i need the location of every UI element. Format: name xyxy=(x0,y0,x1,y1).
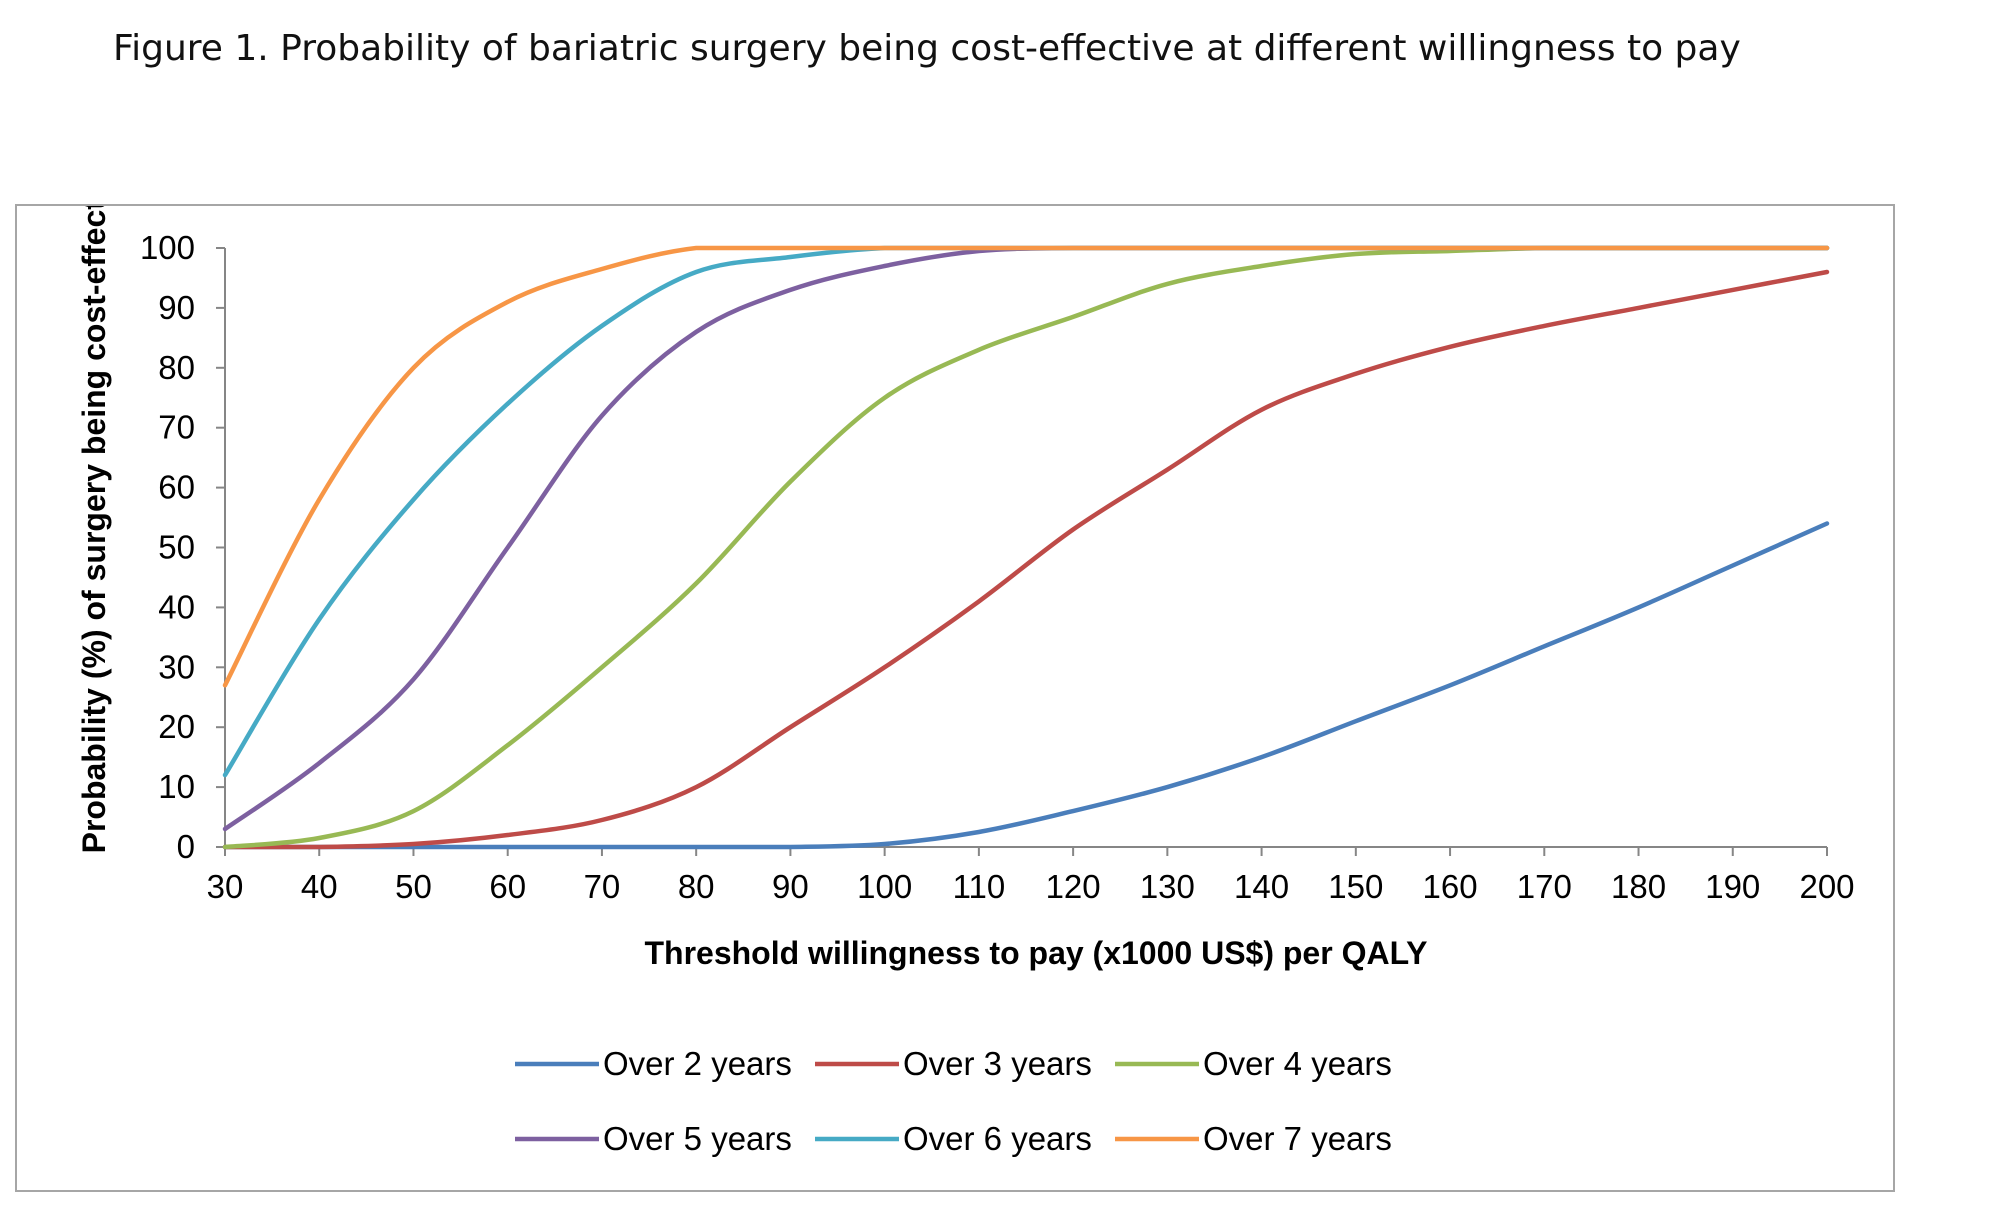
legend-label: Over 7 years xyxy=(1203,1120,1392,1157)
y-axis-title: Probability (%) of surgery being cost-ef… xyxy=(76,206,112,853)
y-axis-ticks: 0 10 20 30 40 50 60 70 80 90 100 xyxy=(140,229,225,865)
y-tick-label: 10 xyxy=(158,768,195,805)
y-tick-label: 50 xyxy=(158,529,195,566)
legend-item-over-7-years: Over 7 years xyxy=(1115,1120,1392,1157)
x-tick-label: 160 xyxy=(1423,868,1478,905)
figure-title: Figure 1. Probability of bariatric surge… xyxy=(113,28,1741,69)
y-tick-label: 40 xyxy=(158,588,195,625)
x-tick-label: 80 xyxy=(678,868,715,905)
y-tick-label: 60 xyxy=(158,469,195,506)
legend-item-over-3-years: Over 3 years xyxy=(815,1045,1092,1082)
plot-area xyxy=(224,248,1827,848)
legend-label: Over 6 years xyxy=(903,1120,1092,1157)
x-tick-label: 150 xyxy=(1328,868,1383,905)
y-tick-label: 20 xyxy=(158,708,195,745)
x-axis-title: Threshold willingness to pay (x1000 US$)… xyxy=(644,935,1427,971)
series-line-over-4-years xyxy=(222,245,1830,850)
x-tick-label: 170 xyxy=(1517,868,1572,905)
x-tick-label: 100 xyxy=(857,868,912,905)
x-tick-label: 90 xyxy=(772,868,809,905)
series-line-over-3-years xyxy=(222,269,1830,850)
x-tick-label: 200 xyxy=(1799,868,1854,905)
x-tick-label: 110 xyxy=(953,868,1006,905)
legend-label: Over 4 years xyxy=(1203,1045,1392,1082)
x-axis-ticks: 30 40 50 60 70 80 90 100 110 120 130 140 150 160 170 18… xyxy=(207,847,1855,905)
series-lines xyxy=(222,245,1830,850)
x-tick-label: 40 xyxy=(301,868,338,905)
legend-item-over-6-years: Over 6 years xyxy=(815,1120,1092,1157)
chart-frame: 0 10 20 30 40 50 60 70 80 90 100 30 40 50 60 70 80 90 100… xyxy=(15,204,1895,1192)
y-tick-label: 70 xyxy=(158,409,195,446)
legend-item-over-5-years: Over 5 years xyxy=(515,1120,792,1157)
chart-svg: 0 10 20 30 40 50 60 70 80 90 100 30 40 50 60 70 80 90 100… xyxy=(76,206,1855,1157)
y-tick-label: 90 xyxy=(158,289,195,326)
series-line-over-5-years xyxy=(222,245,1830,832)
y-tick-label: 100 xyxy=(140,229,195,266)
legend-item-over-2-years: Over 2 years xyxy=(515,1045,792,1082)
legend-label: Over 3 years xyxy=(903,1045,1092,1082)
x-tick-label: 130 xyxy=(1140,868,1195,905)
series-line-over-2-years xyxy=(222,521,1830,850)
x-tick-label: 140 xyxy=(1234,868,1289,905)
x-tick-label: 30 xyxy=(207,868,244,905)
legend-item-over-4-years: Over 4 years xyxy=(1115,1045,1392,1082)
y-tick-label: 0 xyxy=(177,828,195,865)
x-tick-label: 190 xyxy=(1705,868,1760,905)
legend: Over 2 years Over 3 years Over 4 years Over… xyxy=(515,1045,1392,1157)
legend-label: Over 2 years xyxy=(603,1045,792,1082)
y-tick-label: 80 xyxy=(158,349,195,386)
legend-label: Over 5 years xyxy=(603,1120,792,1157)
x-tick-label: 70 xyxy=(584,868,621,905)
x-tick-label: 60 xyxy=(489,868,526,905)
y-tick-label: 30 xyxy=(158,648,195,685)
x-tick-label: 120 xyxy=(1046,868,1101,905)
series-line-over-7-years xyxy=(222,245,1830,688)
x-tick-label: 50 xyxy=(395,868,432,905)
x-tick-label: 180 xyxy=(1611,868,1666,905)
